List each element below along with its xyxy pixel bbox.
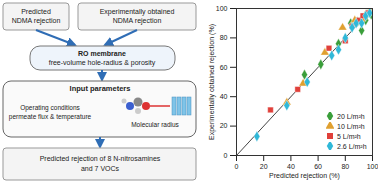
svg-text:Experimentally obtained: Experimentally obtained bbox=[100, 8, 175, 16]
svg-text:100: 100 bbox=[367, 163, 378, 170]
html-text:10 L/m²h: 10 L/m²h bbox=[337, 122, 365, 130]
svg-text:80: 80 bbox=[341, 163, 349, 170]
svg-text:Input parameters: Input parameters bbox=[70, 84, 131, 93]
html-text:20 L/m²h: 20 L/m²h bbox=[337, 112, 365, 120]
svg-text:RO membrane: RO membrane bbox=[78, 50, 126, 57]
svg-text:Predicted rejection (%): Predicted rejection (%) bbox=[269, 172, 340, 180]
svg-text:60: 60 bbox=[220, 64, 228, 71]
svg-text:0: 0 bbox=[224, 152, 228, 159]
svg-text:Operating conditions: Operating conditions bbox=[20, 104, 80, 112]
svg-text:Predicted rejection of 8 N-nit: Predicted rejection of 8 N-nitrosamines bbox=[40, 155, 161, 163]
svg-text:40: 40 bbox=[220, 93, 228, 100]
svg-text:40: 40 bbox=[287, 163, 295, 170]
svg-text:permeate flux & temperature: permeate flux & temperature bbox=[9, 113, 92, 121]
svg-text:and 7 VOCs: and 7 VOCs bbox=[81, 165, 120, 172]
svg-text:NDMA rejection: NDMA rejection bbox=[113, 17, 162, 25]
svg-text:0: 0 bbox=[235, 163, 239, 170]
svg-text:100: 100 bbox=[216, 5, 228, 12]
svg-text:Predicted: Predicted bbox=[21, 8, 51, 15]
html-text:5 L/m²h: 5 L/m²h bbox=[337, 132, 361, 140]
svg-text:Molecular radius: Molecular radius bbox=[131, 121, 179, 128]
html-text:2.6 L/m²h: 2.6 L/m²h bbox=[337, 142, 367, 150]
svg-text:20: 20 bbox=[220, 122, 228, 129]
svg-text:20: 20 bbox=[260, 163, 268, 170]
svg-text:80: 80 bbox=[220, 34, 228, 41]
svg-text:NDMA rejection: NDMA rejection bbox=[12, 17, 61, 25]
svg-text:Experimentally obtained reject: Experimentally obtained rejection (%) bbox=[208, 24, 216, 140]
svg-text:60: 60 bbox=[314, 163, 322, 170]
svg-text:free-volume hole-radius & poro: free-volume hole-radius & porosity bbox=[49, 59, 156, 67]
